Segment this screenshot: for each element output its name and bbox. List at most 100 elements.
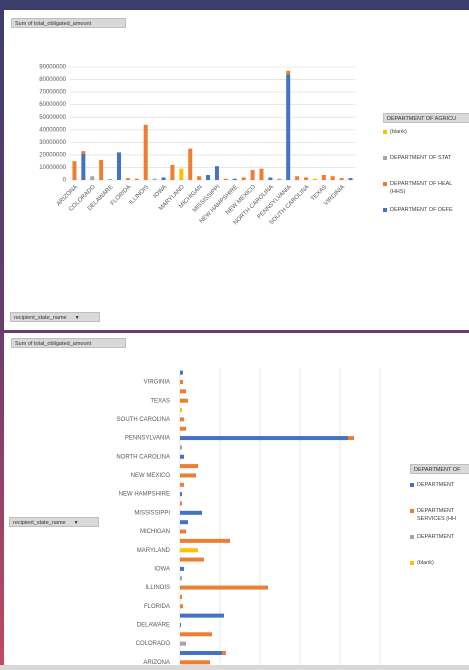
legend-title[interactable]: DEPARTMENT OF AGRICU [383, 113, 469, 123]
bar-segment [250, 169, 255, 180]
legend-swatch [383, 207, 387, 212]
bar-segment [188, 148, 193, 180]
bar-segment [232, 178, 237, 180]
bar-segment [180, 473, 196, 478]
bar-segment [180, 566, 184, 571]
dropdown-arrow[interactable]: ▼ [73, 520, 79, 526]
legend-label: DEPARTMENT [417, 482, 455, 488]
y-tick-label: 20000000 [39, 152, 66, 158]
y-tick-label: 80000000 [39, 77, 66, 83]
y-tick-label: ILLINOIS [145, 585, 170, 591]
legend-entry: DEPARTMENT [410, 533, 454, 541]
legend-swatch [383, 129, 387, 134]
bar-segment [180, 417, 184, 422]
bar-segment [348, 178, 353, 180]
bar-segment [241, 177, 246, 180]
bar-segment [268, 177, 273, 180]
bar-segment [180, 548, 198, 553]
y-tick-label: MARYLAND [137, 548, 171, 554]
y-tick-label: 70000000 [39, 90, 66, 96]
bar-segment [223, 178, 228, 180]
legend-label: DEPARTMENT OF DEFE [390, 207, 453, 213]
legend-swatch [383, 155, 387, 160]
legend-entry: DEPARTMENT [410, 481, 454, 489]
y-tick-label: MICHIGAN [140, 529, 170, 535]
legend-entry: (blank) [410, 559, 434, 567]
bar-segment [180, 660, 210, 665]
bar-segment [180, 482, 184, 487]
legend-title[interactable]: DEPARTMENT OF [410, 464, 469, 474]
y-tick-label: PENNSYLVANIA [125, 436, 170, 442]
legend-entry: DEPARTMENT OF HEAL (HHS) [383, 180, 452, 196]
legend-entry: DEPARTMENT OF STAT [383, 154, 451, 162]
legend-swatch [410, 534, 414, 539]
y-tick-label: 10000000 [39, 165, 66, 171]
x-tick-label: IOWA [153, 184, 168, 199]
legend-label: DEPARTMENT OF STAT [390, 155, 452, 161]
y-tick-label: 0 [63, 178, 67, 184]
bar-segment [134, 178, 139, 180]
bar-segment [180, 464, 198, 469]
bar-segment [180, 641, 186, 646]
y-tick-label: MISSISSIPPI [134, 510, 170, 516]
legend-label: DEPARTMENT [417, 534, 455, 540]
y-tick-label: ARIZONA [143, 660, 170, 666]
bar-segment [81, 153, 86, 180]
label: Sum of total_obligated_amount [15, 21, 92, 27]
bar-segment [180, 501, 182, 506]
axis-field-button[interactable]: recipient_state_name ▼ [9, 517, 99, 527]
legend-entry: DEPARTMENT OF DEFE [383, 206, 453, 214]
bar-segment [161, 177, 166, 180]
y-tick-label: 50000000 [39, 115, 66, 121]
y-tick-label: FLORIDA [144, 604, 170, 610]
bar-segment [180, 380, 183, 385]
y-tick-label: NORTH CAROLINA [116, 454, 170, 460]
x-tick-label: ILLINOIS [129, 184, 151, 206]
dropdown-arrow[interactable]: ▼ [74, 315, 80, 321]
legend-swatch [410, 560, 414, 565]
bar-segment [108, 179, 113, 180]
bar-segment [312, 178, 317, 180]
value-field-button[interactable]: Sum of total_obligated_amount [11, 338, 126, 348]
bar-segment [180, 594, 182, 599]
bar-segment [81, 151, 86, 154]
bar-segment [180, 389, 186, 394]
bar-segment [197, 176, 202, 180]
bar-segment [116, 152, 121, 180]
label: DEPARTMENT OF [414, 467, 461, 473]
axis-field-button[interactable]: recipient_state_name ▼ [10, 312, 100, 322]
legend-label: DEPARTMENT OF HEAL (HHS) [390, 181, 453, 195]
value-field-button[interactable]: Sum of total_obligated_amount [11, 18, 126, 28]
bar-segment [180, 492, 182, 497]
y-tick-label: 40000000 [39, 127, 66, 133]
bar-segment [180, 632, 212, 637]
legend-entry: (blank) [383, 128, 407, 136]
bar-segment [72, 161, 77, 180]
bar-segment [170, 164, 175, 180]
bar-segment [90, 176, 95, 180]
bar-segment [180, 445, 182, 450]
y-tick-label: VIRGINIA [144, 380, 170, 386]
bar-segment [180, 426, 186, 431]
bar-segment [214, 166, 219, 180]
y-tick-label: IOWA [154, 566, 170, 572]
bar-segment [180, 613, 224, 618]
legend-swatch [410, 508, 414, 513]
y-tick-label: COLORADO [136, 641, 171, 647]
bar-segment [259, 168, 264, 180]
y-tick-label: 60000000 [39, 102, 66, 108]
label: DEPARTMENT OF AGRICU [387, 116, 457, 122]
legend-swatch [410, 482, 414, 487]
bar-segment [179, 168, 184, 180]
bar-segment [180, 604, 183, 609]
legend-label: (blank) [417, 560, 434, 566]
bar-segment [180, 436, 348, 441]
label: Sum of total_obligated_amount [15, 341, 92, 347]
label: recipient_state_name [14, 315, 67, 321]
y-tick-label: TEXAS [150, 398, 170, 404]
bar-segment [180, 585, 268, 590]
status-strip [0, 665, 469, 670]
bar-segment [339, 178, 344, 180]
bar-segment [125, 178, 130, 180]
y-tick-label: 30000000 [39, 140, 66, 146]
